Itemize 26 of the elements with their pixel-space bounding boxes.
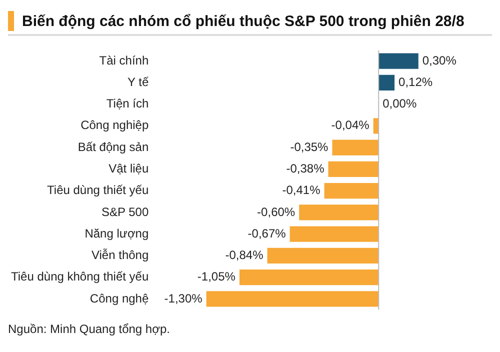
y-tick-label: Tiện ích <box>106 96 149 111</box>
y-tick-label: Viễn thông <box>91 248 149 262</box>
text: Nguồn: Minh Quang tổng hợp. <box>8 322 171 336</box>
data-label: -1,05% <box>197 270 236 284</box>
data-label: 0,00% <box>382 96 417 111</box>
y-tick-label: Y tế <box>128 74 149 89</box>
y-tick-label: S&P 500 <box>102 204 149 219</box>
data-label: 0,30% <box>422 53 457 68</box>
y-tick-label: Tiêu dùng thiết yếu <box>47 183 149 198</box>
y-tick-label: Công nghiệp <box>80 118 149 132</box>
chart-title: Biến động các nhóm cổ phiếu thuộc S&P 500 trong phiên 28/8 <box>22 12 464 30</box>
data-label: -0,04% <box>331 118 370 132</box>
y-tick-label: Tài chính <box>99 53 149 68</box>
y-tick-label: Vật liệu <box>108 161 149 176</box>
y-tick-label: Tiêu dùng không thiết yếu <box>11 270 149 284</box>
data-label: -0,35% <box>290 140 329 154</box>
data-label: -0,41% <box>282 183 321 198</box>
data-label: -1,30% <box>164 291 203 306</box>
data-label: 0,12% <box>398 74 433 89</box>
data-label: -0,84% <box>225 248 264 262</box>
data-label: -0,67% <box>248 226 286 240</box>
y-tick-label: Công nghệ <box>90 291 149 306</box>
y-tick-label: Năng lượng <box>84 226 149 240</box>
y-tick-label: Bất động sản <box>78 140 149 154</box>
data-label: -0,38% <box>286 161 325 176</box>
data-label: -0,60% <box>257 204 296 219</box>
